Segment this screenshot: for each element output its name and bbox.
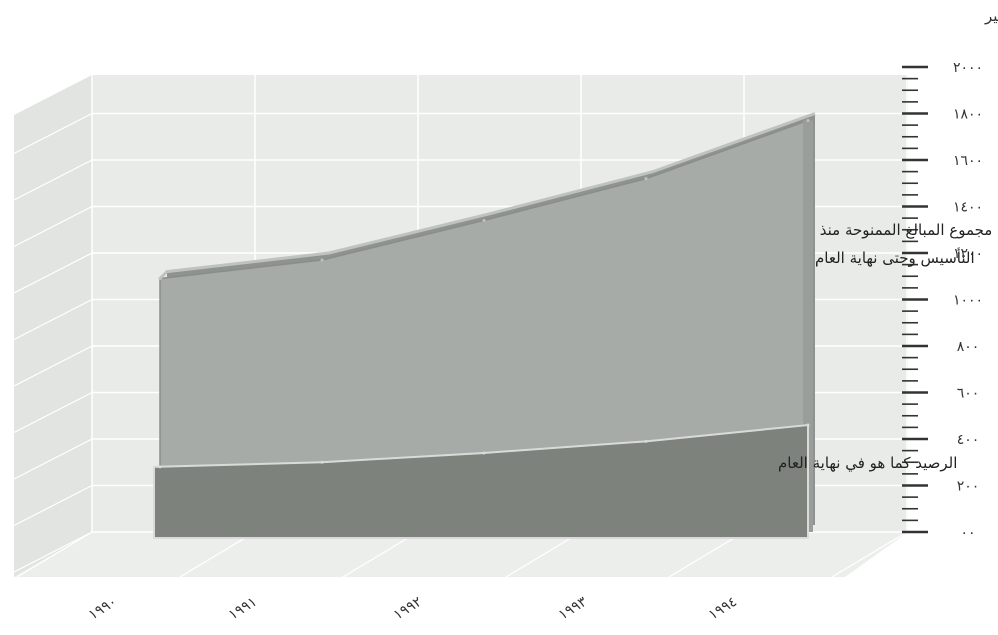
gridline-floor [342, 531, 419, 578]
y-tick-label: ٢٠٠٠ [953, 60, 983, 76]
x-tick-label: ١٩٩٢ [391, 594, 425, 624]
y-tick-label: ٠٠ [960, 525, 975, 541]
point-total [806, 118, 810, 122]
floor [14, 532, 908, 577]
gridline-side [13, 345, 93, 387]
y-tick-label: ٦٠٠ [957, 386, 980, 402]
y-tick-label: ١٨٠٠ [953, 107, 983, 123]
series-areas [153, 112, 816, 539]
series-label-total-line2: التأسيس وحتى نهاية العام [815, 247, 975, 267]
x-tick-label: ١٩٩٣ [556, 594, 590, 624]
y-tick-label: ١٢٠٠ [953, 246, 983, 262]
y-tick-label: ١٦٠٠ [953, 153, 983, 169]
point-total [320, 258, 324, 262]
y-tick-label: ٤٠٠ [957, 432, 980, 448]
gridline-side [13, 112, 93, 155]
gridline-side [13, 391, 93, 434]
point-balance [158, 465, 162, 469]
y-tick-label: ٢٠٠ [957, 479, 980, 495]
point-balance [482, 451, 486, 455]
gridline-floor [831, 531, 908, 578]
point-balance [320, 460, 324, 464]
gridline-side [13, 484, 93, 527]
point-total [158, 277, 162, 281]
point-total [644, 177, 648, 181]
y-tick-label: ٨٠٠ [957, 339, 980, 355]
point-balance [806, 423, 810, 427]
y-axis: ٠٠ ٢٠٠ ٤٠٠ ٦٠٠ ٨٠٠ ١٠٠٠ ١٢٠٠ ١٤٠٠ ١٦٠٠ ١٨٠٠ ٢٠٠٠ [902, 60, 983, 541]
y-axis-title: ملايين الدنانير [984, 7, 998, 25]
x-tick-label: ١٩٩٤ [706, 594, 740, 624]
x-axis: ١٩٩٠ ١٩٩١ ١٩٩٢ ١٩٩٣ ١٩٩٤ [86, 594, 740, 624]
point-total [482, 218, 486, 222]
area-total-side [803, 120, 813, 532]
gridline-floor [16, 531, 93, 578]
x-tick-label: ١٩٩١ [226, 594, 260, 624]
series-label-total: مجموع المبالغ الممنوحة منذ التأسيس وحتى … [815, 221, 992, 267]
area-total-edge [158, 112, 816, 280]
gridline-side [13, 298, 93, 341]
gridline-side [13, 205, 93, 248]
x-tick-label: ١٩٩٠ [86, 594, 120, 624]
gridline-side [13, 159, 93, 201]
series-label-balance: الرصيد كما هو في نهاية العام [778, 454, 957, 473]
gridline-floor [505, 531, 582, 578]
point-balance [644, 439, 648, 443]
side-wall [14, 75, 92, 577]
y-tick-label: ١٠٠٠ [953, 293, 983, 309]
gridline-side [13, 531, 93, 573]
y-tick-label: ١٤٠٠ [953, 200, 983, 216]
gridline-floor [179, 531, 256, 578]
gridline-side [13, 66, 93, 108]
area-balance [153, 423, 809, 539]
series-label-total-line1: مجموع المبالغ الممنوحة منذ [820, 221, 993, 239]
gridline-side [13, 438, 93, 480]
gridline-floor [668, 531, 745, 578]
gridline-side [13, 252, 93, 294]
